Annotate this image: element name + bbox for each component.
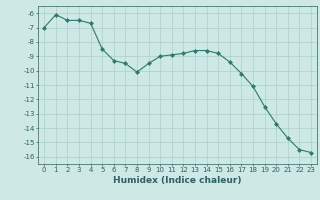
X-axis label: Humidex (Indice chaleur): Humidex (Indice chaleur)	[113, 176, 242, 185]
